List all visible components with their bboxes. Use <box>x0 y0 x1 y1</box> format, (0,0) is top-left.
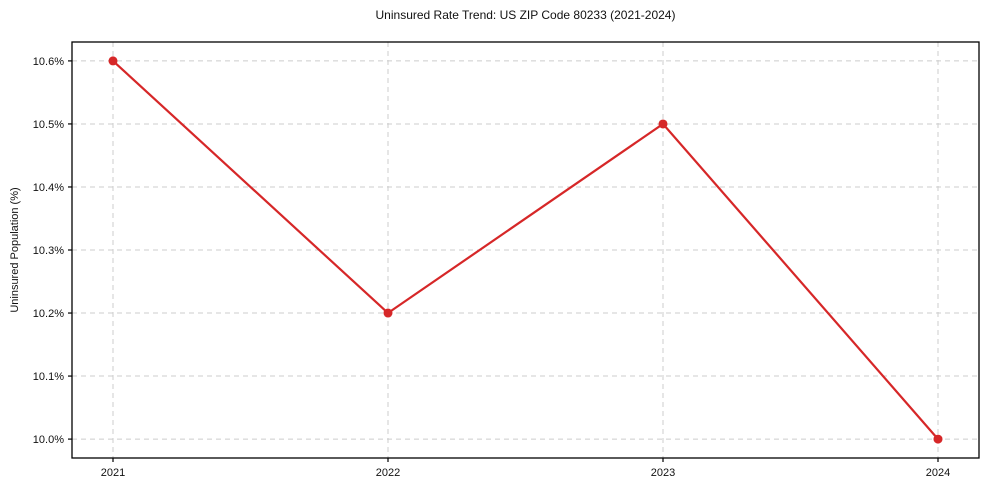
y-tick-label: 10.4% <box>33 182 64 194</box>
x-tick-label: 2024 <box>926 467 950 479</box>
y-tick-label: 10.6% <box>33 56 64 68</box>
x-tick-label: 2023 <box>651 467 675 479</box>
y-tick-label: 10.2% <box>33 308 64 320</box>
data-point <box>658 119 668 129</box>
x-tick-label: 2022 <box>376 467 400 479</box>
data-line <box>111 59 940 441</box>
y-tick-label: 10.1% <box>33 371 64 383</box>
y-tick-label: 10.0% <box>33 434 64 446</box>
x-tick-label: 2021 <box>101 467 125 479</box>
y-tick-label: 10.5% <box>33 119 64 131</box>
y-tick-label: 10.3% <box>33 245 64 257</box>
chart-title: Uninsured Rate Trend: US ZIP Code 80233 … <box>375 8 676 22</box>
data-point <box>933 434 943 444</box>
data-point <box>108 56 118 66</box>
y-axis-label: Uninsured Population (%) <box>9 187 21 313</box>
data-point <box>383 308 393 318</box>
